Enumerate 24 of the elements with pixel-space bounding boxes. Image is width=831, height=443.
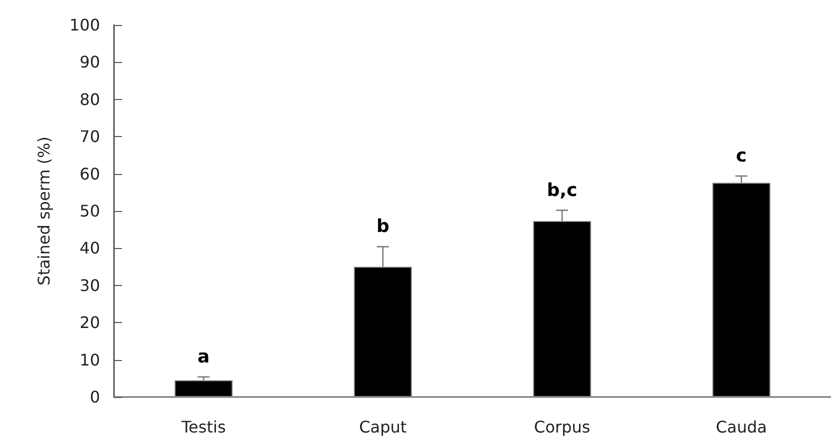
bar bbox=[354, 266, 412, 397]
y-tick-label: 80 bbox=[80, 90, 100, 109]
bar bbox=[712, 182, 770, 397]
x-tick-label: Caput bbox=[359, 418, 407, 436]
annotation: a bbox=[198, 346, 210, 368]
bar bbox=[533, 221, 592, 397]
y-tick-label: 40 bbox=[80, 238, 100, 258]
y-tick-label: 70 bbox=[80, 127, 100, 146]
bar bbox=[174, 380, 233, 397]
annotation: b,c bbox=[546, 180, 578, 201]
y-tick-label: 100 bbox=[69, 16, 100, 34]
y-tick-label: 50 bbox=[80, 202, 100, 220]
annotation: b bbox=[376, 216, 390, 238]
y-tick-label: 60 bbox=[80, 164, 100, 184]
y-axis-title: Stained sperm (%) bbox=[34, 136, 54, 286]
x-tick-label: Corpus bbox=[534, 418, 590, 436]
y-tick-label: 20 bbox=[80, 313, 100, 332]
y-tick-label: 0 bbox=[90, 388, 100, 406]
y-tick-label: 10 bbox=[80, 350, 100, 370]
y-tick-label: 30 bbox=[80, 276, 100, 295]
x-tick-label: Cauda bbox=[716, 418, 767, 436]
y-tick-label: 90 bbox=[80, 52, 100, 72]
x-tick-label: Testis bbox=[180, 418, 226, 436]
annotation: c bbox=[736, 146, 747, 167]
